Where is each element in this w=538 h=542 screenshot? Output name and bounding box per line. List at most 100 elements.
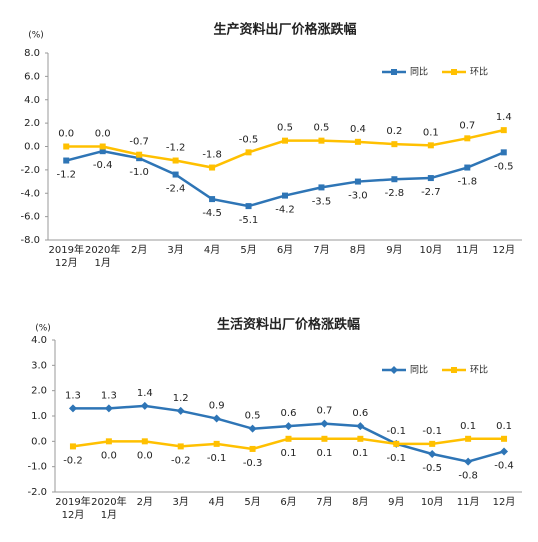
data-label: 0.1	[460, 421, 476, 432]
data-label: -0.5	[239, 134, 259, 145]
data-point	[356, 422, 365, 431]
data-label: -5.1	[239, 215, 259, 226]
data-point	[176, 406, 185, 415]
data-label: -0.2	[63, 455, 83, 466]
data-label: -0.3	[243, 458, 263, 469]
data-label: -4.2	[275, 205, 295, 216]
data-label: 0.0	[58, 129, 74, 140]
x-tick-label: 7月	[313, 244, 329, 256]
data-point	[68, 404, 77, 413]
data-point	[209, 196, 216, 203]
data-point	[318, 184, 325, 191]
data-label: -0.1	[387, 426, 407, 437]
data-point	[429, 440, 436, 447]
data-point	[213, 440, 220, 447]
data-label: 1.3	[101, 390, 117, 401]
x-tick-label: 10月	[419, 244, 442, 256]
legend-marker	[391, 69, 397, 75]
data-label: 0.1	[281, 448, 297, 459]
legend-marker	[451, 367, 457, 373]
y-tick-label: 0.0	[31, 436, 47, 447]
data-label: 0.5	[245, 411, 261, 422]
data-point	[464, 164, 471, 171]
x-tick-label: 2月	[131, 244, 147, 256]
data-point	[177, 443, 184, 450]
y-tick-label: 4.0	[31, 335, 47, 346]
data-label: -0.4	[494, 460, 514, 471]
y-tick-label: 1.0	[31, 411, 47, 422]
data-label: -0.8	[458, 471, 478, 482]
legend-label: 同比	[410, 364, 428, 376]
data-label: -3.5	[312, 196, 332, 207]
data-label: 1.3	[65, 390, 81, 401]
data-label: 0.5	[277, 123, 293, 134]
data-point	[391, 176, 398, 183]
y-tick-label: 6.0	[24, 71, 40, 82]
data-label: -0.4	[93, 160, 113, 171]
x-tick-label: 6月	[277, 244, 293, 256]
x-tick-label: 3月	[173, 496, 189, 508]
data-label: 1.2	[173, 393, 189, 404]
data-label: 0.1	[496, 421, 512, 432]
data-point	[212, 414, 221, 423]
data-label: -1.8	[202, 150, 222, 161]
data-point	[465, 435, 472, 442]
x-tick-label: 7月	[316, 496, 332, 508]
x-tick-label: 9月	[388, 496, 404, 508]
y-tick-label: 4.0	[24, 95, 40, 106]
data-point	[282, 137, 288, 144]
y-tick-label: -8.0	[20, 235, 40, 246]
data-point	[354, 138, 361, 145]
chart-title: 生产资料出厂价格涨跌幅	[213, 22, 356, 38]
y-tick-label: 2.0	[31, 386, 47, 397]
y-tick-label: 0.0	[24, 142, 40, 153]
data-point	[391, 141, 398, 148]
data-point	[245, 203, 252, 210]
data-point	[141, 438, 148, 445]
y-tick-label: 3.0	[31, 360, 47, 371]
chart-title: 生活资料出厂价格涨跌幅	[217, 317, 360, 333]
x-tick-label: 2020年 1月	[91, 495, 126, 521]
data-point	[357, 435, 364, 442]
x-tick-label: 12月	[492, 244, 515, 256]
x-tick-label: 11月	[457, 496, 480, 508]
data-point	[282, 192, 288, 199]
data-point	[285, 435, 292, 442]
data-point	[245, 149, 252, 156]
data-label: 0.0	[101, 450, 117, 461]
data-label: 0.6	[352, 408, 368, 419]
data-point	[136, 155, 143, 162]
data-point	[69, 443, 76, 450]
y-tick-label: 2.0	[24, 118, 40, 129]
y-tick-label: 8.0	[24, 48, 40, 59]
data-label: -0.5	[422, 463, 442, 474]
data-point	[104, 404, 113, 413]
data-label: 0.7	[459, 120, 475, 131]
data-point	[209, 164, 216, 171]
x-tick-label: 9月	[386, 244, 402, 256]
legend-label: 环比	[470, 66, 488, 78]
data-label: -0.1	[422, 426, 442, 437]
y-tick-label: -6.0	[20, 212, 40, 223]
data-point	[464, 135, 471, 142]
data-point	[500, 127, 507, 134]
x-tick-label: 2020年 1月	[85, 243, 120, 269]
x-tick-label: 5月	[244, 496, 260, 508]
data-label: 1.4	[137, 388, 153, 399]
data-label: -0.5	[494, 161, 514, 172]
x-tick-label: 12月	[493, 496, 516, 508]
data-label: 0.0	[95, 129, 111, 140]
x-tick-label: 3月	[167, 244, 183, 256]
y-axis-label: (%)	[35, 324, 51, 334]
data-point	[63, 143, 70, 150]
y-tick-label: -4.0	[20, 188, 40, 199]
data-label: 0.1	[316, 448, 332, 459]
data-point	[136, 151, 143, 158]
x-tick-label: 11月	[456, 244, 479, 256]
data-point	[393, 440, 400, 447]
y-axis-label: (%)	[28, 31, 44, 41]
data-label: 0.1	[423, 127, 439, 138]
data-point	[172, 157, 179, 164]
data-point	[63, 157, 70, 164]
x-tick-label: 10月	[421, 496, 444, 508]
